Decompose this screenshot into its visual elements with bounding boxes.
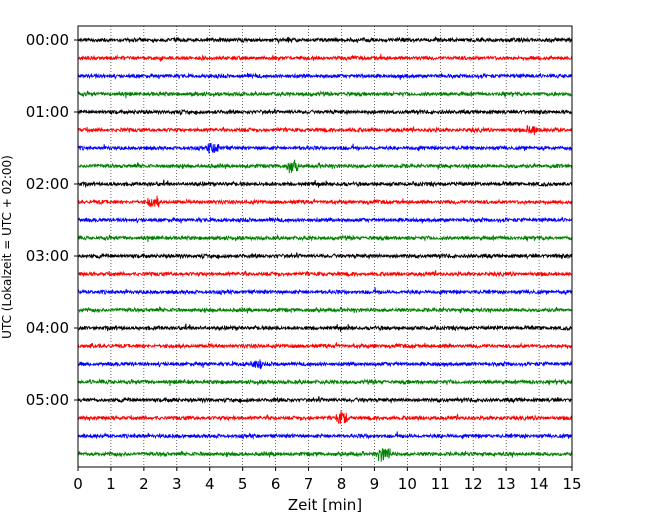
y-tick-label-5: 05:00 (26, 391, 69, 409)
trace-line-20 (77, 396, 573, 404)
x-axis-ticks: 0 1 2 3 4 5 6 7 8 9 10 11 12 13 14 15 (73, 467, 582, 493)
trace-line-2 (77, 72, 573, 80)
x-tick-label-3: 3 (172, 475, 182, 493)
x-tick-label-11: 11 (431, 475, 450, 493)
trace-line-4 (77, 108, 573, 116)
y-axis-label: UTC (Lokalzeit = UTC + 02:00) (0, 155, 14, 339)
x-axis-label: Zeit [min] (288, 496, 362, 514)
x-tick-label-6: 6 (271, 475, 281, 493)
plot-frame (77, 25, 573, 468)
trace-line-8 (77, 179, 573, 188)
trace-line-18 (77, 359, 573, 370)
y-tick-label-4: 04:00 (26, 319, 69, 337)
x-tick-label-13: 13 (497, 475, 516, 493)
x-tick-label-12: 12 (464, 475, 483, 493)
x-tick-label-4: 4 (205, 475, 215, 493)
x-tick-label-0: 0 (73, 475, 83, 493)
trace-line-13 (77, 270, 573, 278)
trace-line-19 (77, 378, 573, 386)
trace-line-16 (77, 323, 573, 332)
y-tick-label-1: 01:00 (26, 103, 69, 121)
trace-line-9 (77, 195, 573, 208)
x-tick-label-9: 9 (370, 475, 380, 493)
x-tick-label-14: 14 (530, 475, 549, 493)
x-tick-label-15: 15 (562, 475, 581, 493)
trace-line-10 (77, 216, 573, 224)
y-tick-label-2: 02:00 (26, 175, 69, 193)
trace-line-21 (77, 410, 573, 424)
x-tick-label-8: 8 (337, 475, 347, 493)
trace-line-3 (77, 90, 573, 99)
x-tick-label-2: 2 (139, 475, 149, 493)
trace-line-14 (77, 287, 573, 296)
trace-line-6 (77, 142, 573, 154)
trace-line-17 (77, 342, 573, 350)
x-tick-label-1: 1 (106, 475, 116, 493)
seismic-traces (77, 36, 573, 462)
x-tick-label-5: 5 (238, 475, 248, 493)
trace-line-12 (77, 252, 573, 260)
y-tick-label-3: 03:00 (26, 247, 69, 265)
trace-line-11 (77, 233, 573, 243)
y-axis-ticks: 00:00 01:00 02:00 03:00 04:00 05:00 (26, 31, 78, 409)
trace-line-1 (77, 53, 573, 62)
trace-line-23 (77, 448, 573, 462)
y-tick-label-0: 00:00 (26, 31, 69, 49)
trace-line-15 (77, 306, 573, 314)
trace-line-5 (77, 124, 573, 136)
trace-line-22 (77, 431, 573, 440)
trace-line-7 (77, 159, 573, 174)
trace-line-0 (77, 36, 573, 45)
x-tick-label-7: 7 (304, 475, 314, 493)
x-tick-label-10: 10 (398, 475, 417, 493)
